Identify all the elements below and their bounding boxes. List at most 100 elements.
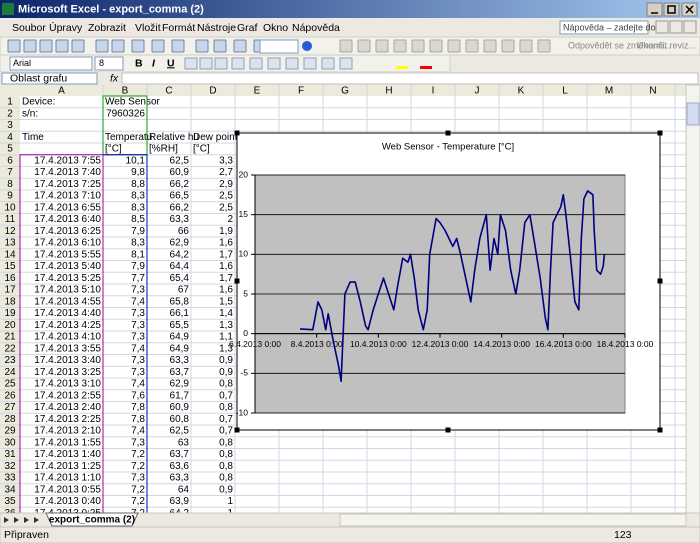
- format-icon[interactable]: [184, 57, 198, 70]
- selection-handle[interactable]: [234, 427, 240, 433]
- maximize-button[interactable]: [663, 2, 680, 17]
- window-buttons: [646, 2, 698, 17]
- cell: 66,5: [170, 191, 190, 202]
- menu-item[interactable]: Úpravy: [49, 21, 83, 34]
- horizontal-scrollbar[interactable]: [339, 513, 687, 527]
- selection-handle[interactable]: [234, 278, 240, 284]
- scroll-thumb[interactable]: [686, 102, 700, 126]
- menu-item[interactable]: Vložit: [135, 22, 161, 34]
- cell: 66: [178, 226, 190, 237]
- minimize-button[interactable]: [646, 2, 663, 17]
- menu-item[interactable]: Okno: [263, 22, 288, 34]
- selection-handle[interactable]: [657, 278, 663, 284]
- row-header: 14: [4, 249, 16, 260]
- underline-button[interactable]: U: [167, 57, 175, 69]
- column-header: C: [165, 86, 172, 97]
- menu-item[interactable]: Zobrazit: [88, 22, 126, 34]
- format-icon[interactable]: [285, 57, 299, 70]
- tab-scroll-button[interactable]: [4, 517, 9, 523]
- menu-item[interactable]: Formát: [162, 22, 195, 34]
- review-icon[interactable]: [393, 39, 407, 53]
- format-icon[interactable]: [321, 57, 335, 70]
- zoom-box[interactable]: [259, 39, 299, 54]
- vertical-scrollbar[interactable]: [685, 84, 700, 514]
- review-icon[interactable]: [483, 39, 497, 53]
- toolbar-icon[interactable]: [233, 39, 247, 53]
- workbook-button[interactable]: [655, 20, 669, 34]
- review-icon[interactable]: [411, 39, 425, 53]
- review-icon[interactable]: [339, 39, 353, 53]
- format-icon[interactable]: [214, 57, 228, 70]
- review-icon[interactable]: [519, 39, 533, 53]
- menu-item[interactable]: Nástroje: [197, 22, 236, 34]
- column-header-bar: [0, 85, 686, 96]
- format-icon[interactable]: [267, 57, 281, 70]
- tab-scroll-button[interactable]: [24, 517, 29, 523]
- cell: Web Sensor: [105, 97, 161, 108]
- sheet-tab[interactable]: [45, 512, 139, 527]
- selection-handle[interactable]: [657, 427, 663, 433]
- toolbar-icon[interactable]: [55, 39, 69, 53]
- help-box[interactable]: [559, 20, 649, 35]
- toolbar-icon[interactable]: [151, 39, 165, 53]
- fill-color[interactable]: [396, 66, 408, 69]
- menu-item[interactable]: Nápověda: [292, 22, 340, 34]
- font-box[interactable]: [9, 56, 93, 71]
- menu-item[interactable]: Graf: [237, 22, 258, 34]
- menu-bar: [0, 18, 700, 36]
- selection-handle[interactable]: [445, 130, 451, 136]
- review-icon[interactable]: [447, 39, 461, 53]
- review-icon[interactable]: [375, 39, 389, 53]
- reply-button[interactable]: Odpovědět se změnami...: [568, 40, 671, 50]
- row-header: 9: [7, 191, 13, 202]
- cell: 7,2: [131, 449, 145, 460]
- help-icon[interactable]: [302, 41, 312, 51]
- row-header: 27: [4, 402, 16, 413]
- menu-item[interactable]: Soubor: [12, 22, 46, 34]
- toolbar-icon[interactable]: [111, 39, 125, 53]
- cell: s/n:: [22, 108, 38, 119]
- toolbar-icon[interactable]: [71, 39, 85, 53]
- bold-button[interactable]: B: [135, 57, 143, 69]
- toolbar-icon[interactable]: [7, 39, 21, 53]
- size-box[interactable]: [94, 56, 124, 71]
- row-header: 18: [4, 296, 16, 307]
- format-icon[interactable]: [199, 57, 213, 70]
- format-icon[interactable]: [339, 57, 353, 70]
- toolbar-icon[interactable]: [39, 39, 53, 53]
- font-color[interactable]: [420, 66, 432, 69]
- toolbar-icon[interactable]: [23, 39, 37, 53]
- toolbar-icon[interactable]: [95, 39, 109, 53]
- selection-handle[interactable]: [234, 130, 240, 136]
- review-icon[interactable]: [429, 39, 443, 53]
- cell: 17.4.2013 2:40: [34, 402, 101, 413]
- tab-scroll-button[interactable]: [34, 517, 39, 523]
- workbook-button[interactable]: [683, 20, 697, 34]
- italic-button[interactable]: I: [152, 57, 156, 69]
- cell: 67: [178, 285, 190, 296]
- cell: 60,8: [170, 414, 190, 425]
- review-icon[interactable]: [465, 39, 479, 53]
- cell: 0,7: [219, 426, 233, 437]
- format-icon[interactable]: [249, 57, 263, 70]
- end-review-button[interactable]: Ukončit reviz...: [637, 40, 696, 50]
- cell: 17.4.2013 2:55: [34, 390, 101, 401]
- format-icon[interactable]: [231, 57, 245, 70]
- name-box[interactable]: [1, 72, 98, 85]
- toolbar-icon[interactable]: [195, 39, 209, 53]
- tab-scroll-button[interactable]: [14, 517, 19, 523]
- review-icon[interactable]: [501, 39, 515, 53]
- cell: Relative hu: [149, 132, 199, 143]
- cell: 8,5: [131, 214, 145, 225]
- formula-input[interactable]: [121, 72, 699, 85]
- review-icon[interactable]: [537, 39, 551, 53]
- chart[interactable]: Web Sensor - Temperature [°C] -10 -5 0 5 10 15…: [229, 130, 663, 433]
- workbook-button[interactable]: [669, 20, 683, 34]
- review-icon[interactable]: [357, 39, 371, 53]
- format-icon[interactable]: [303, 57, 317, 70]
- toolbar-icon[interactable]: [131, 39, 145, 53]
- toolbar-icon[interactable]: [213, 39, 227, 53]
- selection-handle[interactable]: [657, 130, 663, 136]
- toolbar-icon[interactable]: [171, 39, 185, 53]
- selection-handle[interactable]: [445, 427, 451, 433]
